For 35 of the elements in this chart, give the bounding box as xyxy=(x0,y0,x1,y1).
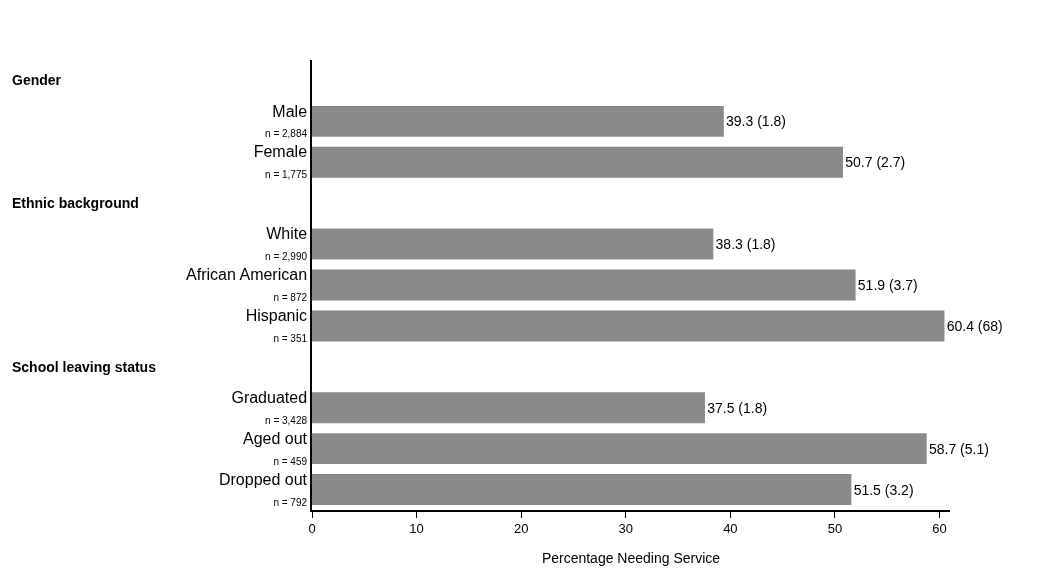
bar xyxy=(312,269,856,301)
bar xyxy=(312,146,844,178)
text: Ethnic background xyxy=(12,195,139,211)
y-tick-label: Female n = 1,775 xyxy=(253,143,308,181)
data-label: 60.4 (68) xyxy=(946,317,1003,334)
bar xyxy=(312,474,852,506)
y-tick-label: Male n = 2,884 xyxy=(265,102,308,140)
bar xyxy=(312,392,705,424)
y-tick-label: Dropped out n = 792 xyxy=(218,470,308,508)
bar xyxy=(312,228,714,260)
x-tick-label: 60 xyxy=(932,521,947,537)
x-axis-title: Percentage Needing Service xyxy=(541,549,721,566)
data-label: 50.7 (2.7) xyxy=(845,154,906,171)
text: Gender xyxy=(12,72,62,88)
y-tick-label: Aged out n = 459 xyxy=(242,429,308,467)
x-tick-label: 20 xyxy=(513,521,529,537)
y-tick-label: White n = 2,990 xyxy=(265,225,308,263)
data-label: 58.7 (5.1) xyxy=(928,440,989,457)
x-tick-label: 40 xyxy=(723,521,738,537)
x-tick-label: 0 xyxy=(308,521,316,537)
x-tick-label: 10 xyxy=(409,521,424,537)
bar xyxy=(312,433,927,465)
text: School leaving status xyxy=(12,359,157,375)
bar xyxy=(312,310,945,342)
x-tick-label: 30 xyxy=(618,521,633,537)
y-tick-label: African American n = 872 xyxy=(186,266,308,303)
data-label: 51.9 (3.7) xyxy=(857,277,918,293)
bar xyxy=(312,105,724,137)
data-label: 39.3 (1.8) xyxy=(726,113,786,130)
x-tick-label: 50 xyxy=(827,521,843,537)
data-label: 37.5 (1.8) xyxy=(707,399,768,416)
y-tick-label: Graduated n = 3,428 xyxy=(231,388,308,426)
data-label: 51.5 (3.2) xyxy=(853,481,914,498)
y-tick-label: Hispanic n = 351 xyxy=(245,307,308,344)
data-label: 38.3 (1.8) xyxy=(715,236,776,253)
